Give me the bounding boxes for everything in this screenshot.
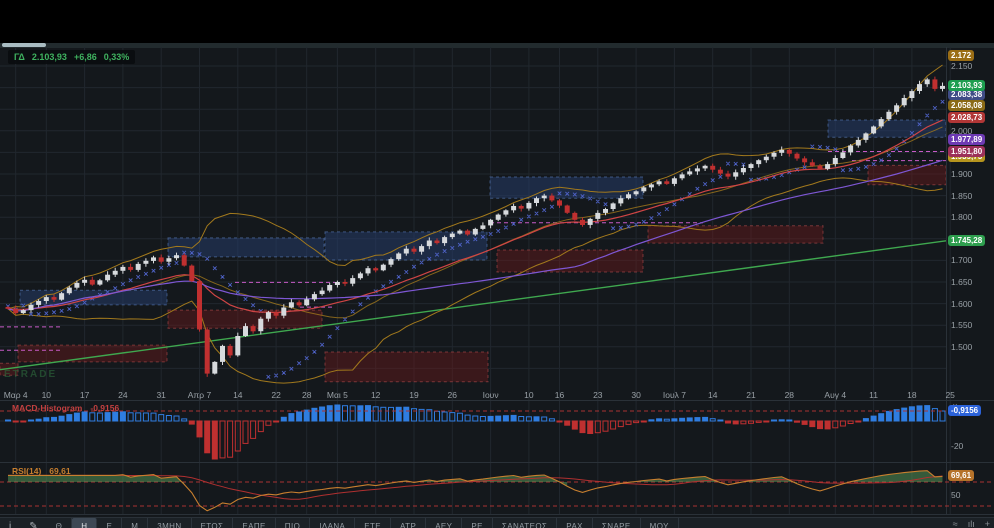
time-axis-label: 25 <box>945 390 955 400</box>
time-axis-label: 26 <box>447 390 457 400</box>
time-axis-label: Μαι 5 <box>326 390 348 400</box>
time-axis-label: Ιουλ 7 <box>662 390 686 400</box>
price-axis-label: 1.550 <box>951 320 973 331</box>
time-axis-label: 23 <box>593 390 603 400</box>
macd-axis-label: -20 <box>951 441 964 452</box>
timeframe-button-ραχ[interactable]: ΡΑΧ <box>557 518 593 528</box>
timeframe-button-ατρ[interactable]: ΑΤΡ <box>391 518 427 528</box>
macd-value-badge: -0,9156 <box>948 405 982 417</box>
time-axis-label: 12 <box>370 390 381 400</box>
time-axis-label: 30 <box>631 390 641 400</box>
time-axis-label: 31 <box>156 390 166 400</box>
price-axis-label: 1.500 <box>951 341 973 352</box>
timeframe-button-σανατεος[interactable]: ΣΑΝΑΤΕΟΣ <box>493 518 558 528</box>
price-axis-label: 1.600 <box>951 298 973 309</box>
time-axis-label: Μαρ 4 <box>3 390 28 400</box>
time-axis-label: 14 <box>707 390 718 400</box>
price-axis-badge: 2.058,08 <box>948 99 986 111</box>
price-axis-label: 1.700 <box>951 255 973 266</box>
timeframe-button-πιο[interactable]: ΠΙΟ <box>276 518 311 528</box>
broker-watermark: ETRADE <box>4 369 58 380</box>
timeframe-button-θ[interactable]: Θ <box>47 518 73 528</box>
price-axis-label: 1.650 <box>951 277 973 287</box>
time-axis-label: 19 <box>409 390 419 400</box>
time-axis-label: 22 <box>271 390 281 400</box>
rsi-indicator-name: RSI(14) <box>12 466 42 476</box>
price-axis-badge: 1.745,28 <box>948 234 986 246</box>
rsi-last-value: 69,61 <box>49 466 71 476</box>
info-icon[interactable]: i <box>9 521 12 528</box>
price-axis-label: 1.800 <box>951 212 973 223</box>
macd-last-value: -0,9156 <box>90 403 120 413</box>
timeframe-button-μου[interactable]: ΜΟΥ <box>641 518 679 528</box>
scrollbar-thumb[interactable] <box>2 43 46 47</box>
timeframe-button-αευ[interactable]: ΑΕΥ <box>426 518 463 528</box>
price-axis-label: 2.000 <box>951 125 973 136</box>
timeframe-button-3μην[interactable]: 3ΜΗΝ <box>148 518 192 528</box>
price-axis-label: 1.900 <box>951 169 973 179</box>
timeframe-button-ετε[interactable]: ΕΤΕ <box>355 518 392 528</box>
bars-scale-icon[interactable]: ılı <box>967 519 975 528</box>
rsi-axis-label: 50 <box>951 490 961 500</box>
timeframe-button-μ[interactable]: Μ <box>122 518 149 528</box>
time-axis-label: 21 <box>746 390 756 400</box>
timeframe-button-ρε[interactable]: ΡΕ <box>462 518 493 528</box>
percent-scale-icon[interactable]: ≈ <box>952 519 958 528</box>
timeframe-button-σναρε[interactable]: ΣΝΑΡΕ <box>593 518 641 528</box>
macd-indicator-name: MACD-Histogram <box>12 403 83 413</box>
price-axis-badge: 2.103,93 <box>948 79 986 91</box>
price-axis-badge: 1.977,89 <box>948 134 986 146</box>
price-axis-label: 1.850 <box>951 190 973 201</box>
time-axis-label: 18 <box>907 390 917 400</box>
time-axis-label: 10 <box>41 390 52 400</box>
timeframe-button-εαπε[interactable]: ΕΑΠΕ <box>233 518 276 528</box>
macd-legend: MACD-Histogram -0,9156 <box>12 403 119 413</box>
time-axis-label: 10 <box>524 390 534 400</box>
time-axis-label: 16 <box>554 390 565 400</box>
draw-tool-icon[interactable]: ✎ <box>29 521 38 528</box>
bottom-toolbar: i ✎ Θ Η Ε Μ 3ΜΗΝ ΕΤΟΣ ΕΑΠΕ ΠΙΟ ΙΔΑΝΑ ΕΤΕ ΑΤΡ ΑΕΥ ΡΕ ΣΑΝ… <box>0 517 994 528</box>
time-axis-label: Αυγ 4 <box>824 390 847 400</box>
timeframe-button-ε[interactable]: Ε <box>97 518 123 528</box>
symbol-change: +6,86 <box>73 52 97 62</box>
time-axis-label: 24 <box>118 390 128 400</box>
symbol-change-percent: 0,33% <box>103 52 130 62</box>
time-axis-label: Ιουν <box>482 390 499 400</box>
time-axis-label: 28 <box>302 390 312 400</box>
timeframe-button-η[interactable]: Η <box>72 518 98 528</box>
rsi-value-badge: 69,61 <box>948 470 975 482</box>
chart-scrollbar[interactable] <box>0 43 994 48</box>
zoom-in-icon[interactable]: + <box>984 519 990 528</box>
time-axis-label: 28 <box>784 390 795 400</box>
scale-controls: ≈ ılı + <box>953 519 990 528</box>
symbol-legend: ΓΔ 2.103,93 +6,86 0,33% <box>8 50 136 64</box>
price-axis-label: 2.150 <box>951 61 973 71</box>
price-axis-badge: 1.951,80 <box>948 145 986 157</box>
timeframe-button-ετος[interactable]: ΕΤΟΣ <box>192 518 234 528</box>
price-axis-badge: 2.028,73 <box>948 112 986 124</box>
time-axis-label: 17 <box>79 390 90 400</box>
time-axis-label: 14 <box>233 390 243 400</box>
rsi-legend: RSI(14) 69,61 <box>12 466 71 476</box>
symbol-last-price: 2.103,93 <box>31 52 67 62</box>
price-axis-badge: 2.083,38 <box>948 88 986 100</box>
symbol-ticker: ΓΔ <box>14 52 25 62</box>
time-axis-label: Απρ 7 <box>187 390 212 400</box>
price-axis-badge: 2.172 <box>948 50 975 62</box>
time-axis-label: 11 <box>869 390 878 400</box>
timeframe-button-ιδανα[interactable]: ΙΔΑΝΑ <box>310 518 356 528</box>
